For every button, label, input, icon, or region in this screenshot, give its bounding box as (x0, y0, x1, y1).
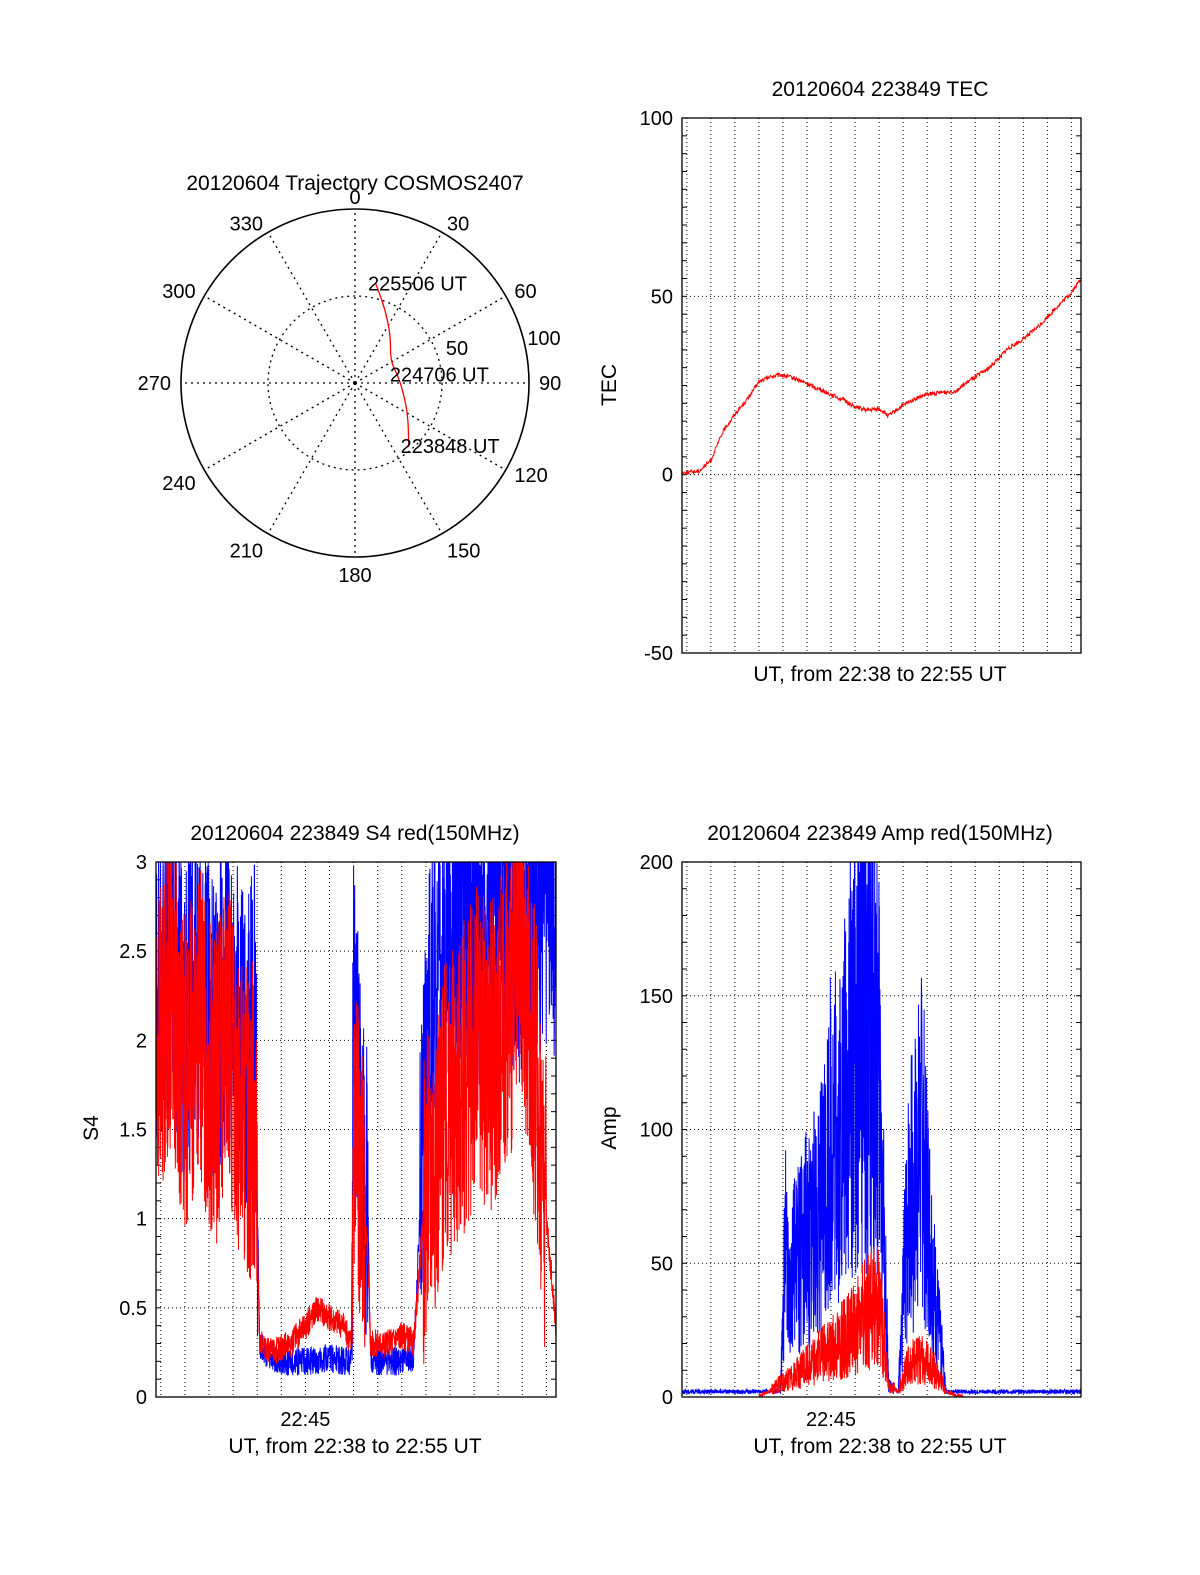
polar-angle-label: 30 (447, 214, 469, 236)
s4-plot-area: 0 0.5 1 1.5 2 2.5 3 22:45 (119, 852, 557, 1431)
s4-xlabel: UT, from 22:38 to 22:55 UT (228, 1435, 481, 1458)
y-tick-label: 1 (136, 1209, 147, 1231)
trajectory-line (375, 284, 410, 448)
y-tick-label: 0.5 (119, 1298, 147, 1320)
polar-title: 20120604 Trajectory COSMOS2407 (186, 172, 523, 195)
tec-ylabel: TEC (598, 364, 621, 406)
trajectory-time-label: 224706 UT (390, 364, 489, 386)
tec-title: 20120604 223849 TEC (772, 78, 989, 101)
series-line (758, 1246, 964, 1397)
polar-trajectory-panel: 20120604 Trajectory COSMOS2407 0 30 60 90 12… (138, 172, 562, 587)
y-tick-label: 50 (651, 1253, 673, 1275)
x-tick-label: 22:45 (806, 1409, 856, 1431)
x-tick-label: 22:45 (280, 1409, 330, 1431)
tec-xlabel: UT, from 22:38 to 22:55 UT (753, 663, 1006, 686)
polar-radius-label: 100 (527, 328, 560, 350)
polar-spoke (203, 382, 356, 471)
polar-angle-label: 60 (514, 281, 536, 303)
tec-plot-area: -50 0 50 100 (640, 108, 1082, 665)
polar-spoke (354, 295, 507, 384)
y-tick-label: 100 (640, 1120, 673, 1142)
y-tick-label: -50 (644, 643, 673, 665)
amp-ylabel: Amp (598, 1106, 621, 1149)
polar-radius-label: 50 (446, 338, 468, 360)
polar-spoke (354, 382, 443, 535)
polar-angle-label: 90 (539, 373, 561, 395)
trajectory-time-label: 225506 UT (368, 273, 467, 295)
y-tick-label: 2.5 (119, 941, 147, 963)
y-tick-label: 100 (640, 108, 673, 130)
plot-frame (155, 861, 557, 1398)
trajectory-time-label: 223848 UT (401, 436, 500, 458)
amp-xlabel: UT, from 22:38 to 22:55 UT (753, 1435, 1006, 1458)
polar-series: 225506 UT 224706 UT 223848 UT (368, 273, 500, 458)
polar-angle-label: 270 (138, 373, 171, 395)
polar-spoke (203, 295, 356, 384)
polar-spoke (354, 382, 507, 471)
plot-frame (681, 117, 1082, 654)
polar-angle-label: 330 (230, 214, 263, 236)
y-tick-label: 0 (662, 465, 673, 487)
polar-outer-circle (180, 208, 530, 558)
y-tick-label: 50 (651, 286, 673, 308)
polar-angle-labels: 0 30 60 90 120 150 180 210 240 270 300 330 (138, 187, 562, 587)
s4-title: 20120604 223849 S4 red(150MHz) (190, 822, 519, 845)
polar-angle-label: 150 (447, 540, 480, 562)
polar-spoke (267, 231, 356, 384)
y-tick-label: 0 (136, 1387, 147, 1409)
s4-panel: 20120604 223849 S4 red(150MHz) UT, from … (80, 822, 557, 1458)
plot-frame (681, 861, 1082, 1398)
y-tick-label: 200 (640, 852, 673, 874)
series-line (682, 279, 1081, 477)
series-group (682, 862, 1081, 1397)
polar-radius-labels: 50 100 (446, 328, 561, 360)
polar-spoke (267, 382, 356, 535)
y-tick-label: 3 (136, 852, 147, 874)
amp-panel: 20120604 223849 Amp red(150MHz) UT, from… (598, 822, 1082, 1458)
amp-plot-area: 0 50 100 150 200 22:45 (640, 852, 1082, 1431)
tec-panel: 20120604 223849 TEC UT, from 22:38 to 22… (598, 78, 1082, 686)
series-line (682, 862, 1081, 1396)
series-line (156, 862, 556, 1365)
series-group (156, 862, 556, 1376)
y-tick-label: 1.5 (119, 1120, 147, 1142)
polar-angle-label: 300 (162, 281, 195, 303)
polar-angle-label: 120 (514, 465, 547, 487)
y-tick-label: 2 (136, 1030, 147, 1052)
polar-inner-circle (267, 295, 443, 471)
series-group (682, 279, 1081, 477)
y-tick-label: 150 (640, 986, 673, 1008)
y-tick-label: 0 (662, 1387, 673, 1409)
polar-angle-label: 0 (349, 187, 360, 209)
polar-angle-label: 180 (338, 565, 371, 587)
s4-ylabel: S4 (80, 1115, 103, 1141)
polar-spoke (354, 231, 443, 384)
polar-angle-label: 210 (230, 540, 263, 562)
polar-grid (180, 208, 530, 558)
polar-angle-label: 240 (162, 473, 195, 495)
amp-title: 20120604 223849 Amp red(150MHz) (707, 822, 1053, 845)
